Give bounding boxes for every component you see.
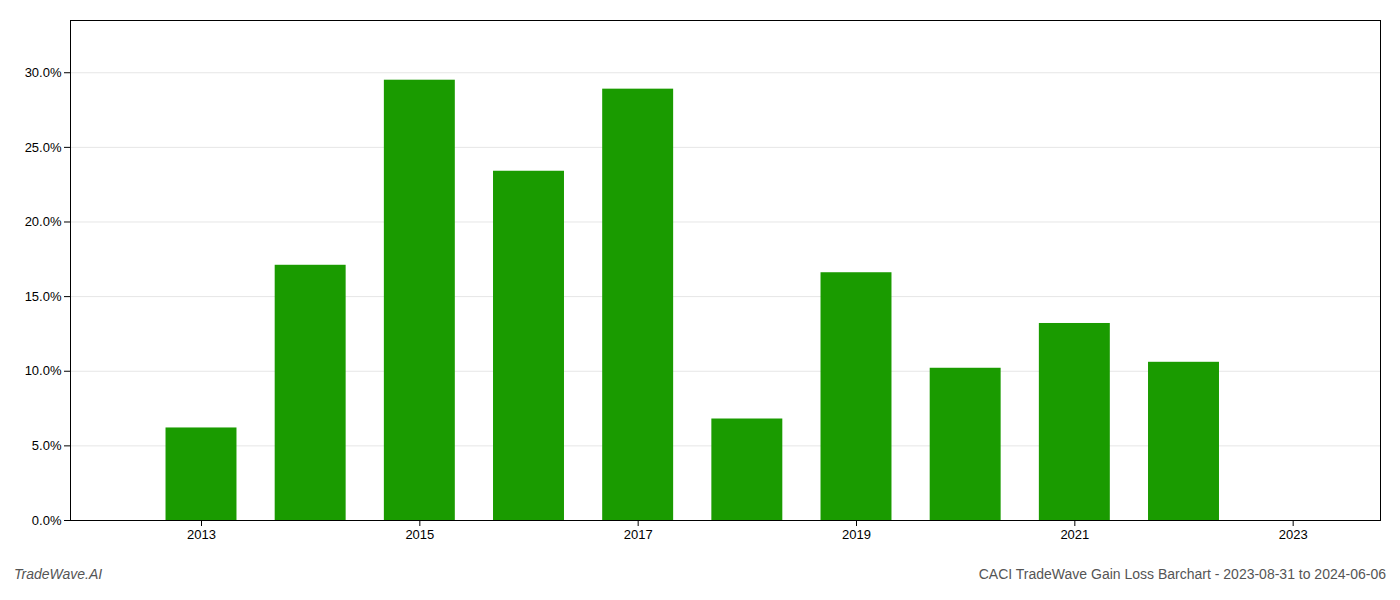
svg-text:10.0%: 10.0% xyxy=(25,363,62,378)
html-text:CACI TradeWave Gain Loss Barch: CACI TradeWave Gain Loss Barchart - 2023… xyxy=(978,566,1386,582)
svg-text:2015: 2015 xyxy=(405,527,434,542)
svg-text:2021: 2021 xyxy=(1060,527,1089,542)
svg-text:20.0%: 20.0% xyxy=(25,214,62,229)
svg-text:30.0%: 30.0% xyxy=(25,65,62,80)
svg-text:0.0%: 0.0% xyxy=(32,513,62,528)
svg-text:5.0%: 5.0% xyxy=(32,438,62,453)
svg-text:2013: 2013 xyxy=(187,527,216,542)
svg-text:2023: 2023 xyxy=(1279,527,1308,542)
html-text:TradeWave.AI: TradeWave.AI xyxy=(14,566,103,582)
svg-text:25.0%: 25.0% xyxy=(25,140,62,155)
svg-text:15.0%: 15.0% xyxy=(25,289,62,304)
svg-text:2019: 2019 xyxy=(842,527,871,542)
svg-text:2017: 2017 xyxy=(624,527,653,542)
